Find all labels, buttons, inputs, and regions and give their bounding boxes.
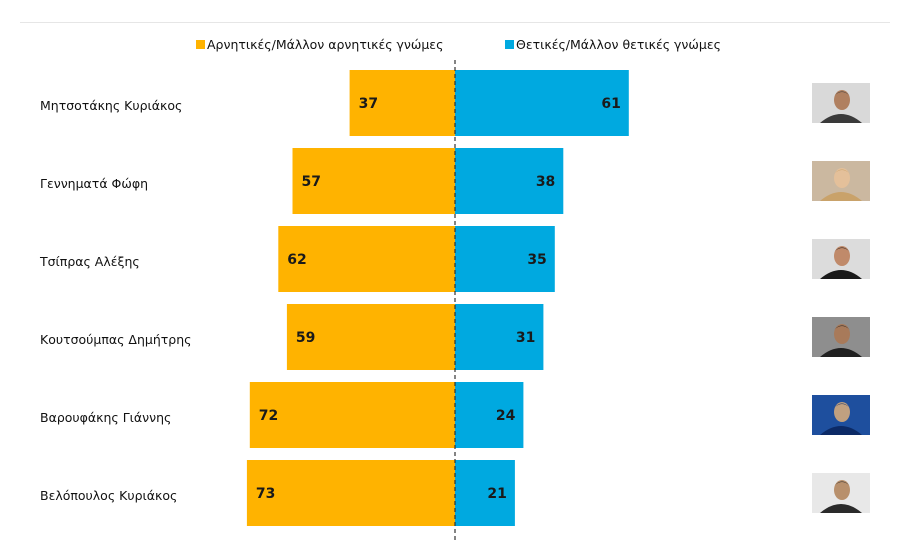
data-label-negative: 62	[287, 252, 306, 268]
legend-label-negative: Αρνητικές/Μάλλον αρνητικές γνώμες	[207, 36, 444, 52]
bar-negative	[349, 70, 456, 136]
legend-swatch-positive	[505, 39, 514, 49]
bar-negative	[246, 460, 455, 526]
bar-positive	[455, 148, 564, 214]
data-label-positive: 24	[496, 408, 516, 424]
legend-item-negative: Αρνητικές/Μάλλον αρνητικές γνώμες	[196, 34, 443, 54]
bar-negative	[292, 148, 455, 214]
portrait-photo	[812, 161, 870, 201]
category-label: Κουτσούμπας Δημήτρης	[40, 332, 192, 347]
top-divider	[20, 22, 890, 23]
bar-positive	[455, 70, 629, 136]
legend-label-positive: Θετικές/Μάλλον θετικές γνώμες	[516, 36, 721, 52]
bar-negative	[278, 226, 455, 292]
data-label-positive: 31	[516, 330, 535, 346]
bar-positive	[455, 382, 524, 448]
bar-positive	[455, 460, 515, 526]
data-label-negative: 72	[259, 408, 278, 424]
portrait-photo	[812, 83, 870, 123]
portrait-photo	[812, 473, 870, 513]
data-label-negative: 59	[296, 330, 315, 346]
portrait-photo	[812, 395, 870, 435]
bar-negative	[249, 382, 455, 448]
data-label-positive: 35	[527, 252, 546, 268]
portrait-photo	[812, 317, 870, 357]
data-label-negative: 37	[359, 96, 378, 112]
category-label: Γεννηματά Φώφη	[40, 176, 149, 191]
data-label-positive: 61	[601, 96, 620, 112]
data-label-negative: 57	[302, 174, 321, 190]
bar-positive	[455, 304, 544, 370]
legend-item-positive: Θετικές/Μάλλον θετικές γνώμες	[505, 34, 721, 54]
data-label-negative: 73	[256, 486, 275, 502]
category-label: Βελόπουλος Κυριάκος	[40, 488, 178, 503]
legend-swatch-negative	[196, 39, 205, 49]
category-label: Μητσοτάκης Κυριάκος	[40, 98, 183, 113]
category-label: Βαρουφάκης Γιάννης	[40, 410, 172, 425]
bar-negative	[286, 304, 456, 370]
data-label-positive: 38	[536, 174, 555, 190]
category-label: Τσίπρας Αλέξης	[40, 254, 140, 269]
portrait-photo	[812, 239, 870, 279]
data-label-positive: 21	[487, 486, 506, 502]
bar-positive	[455, 226, 555, 292]
